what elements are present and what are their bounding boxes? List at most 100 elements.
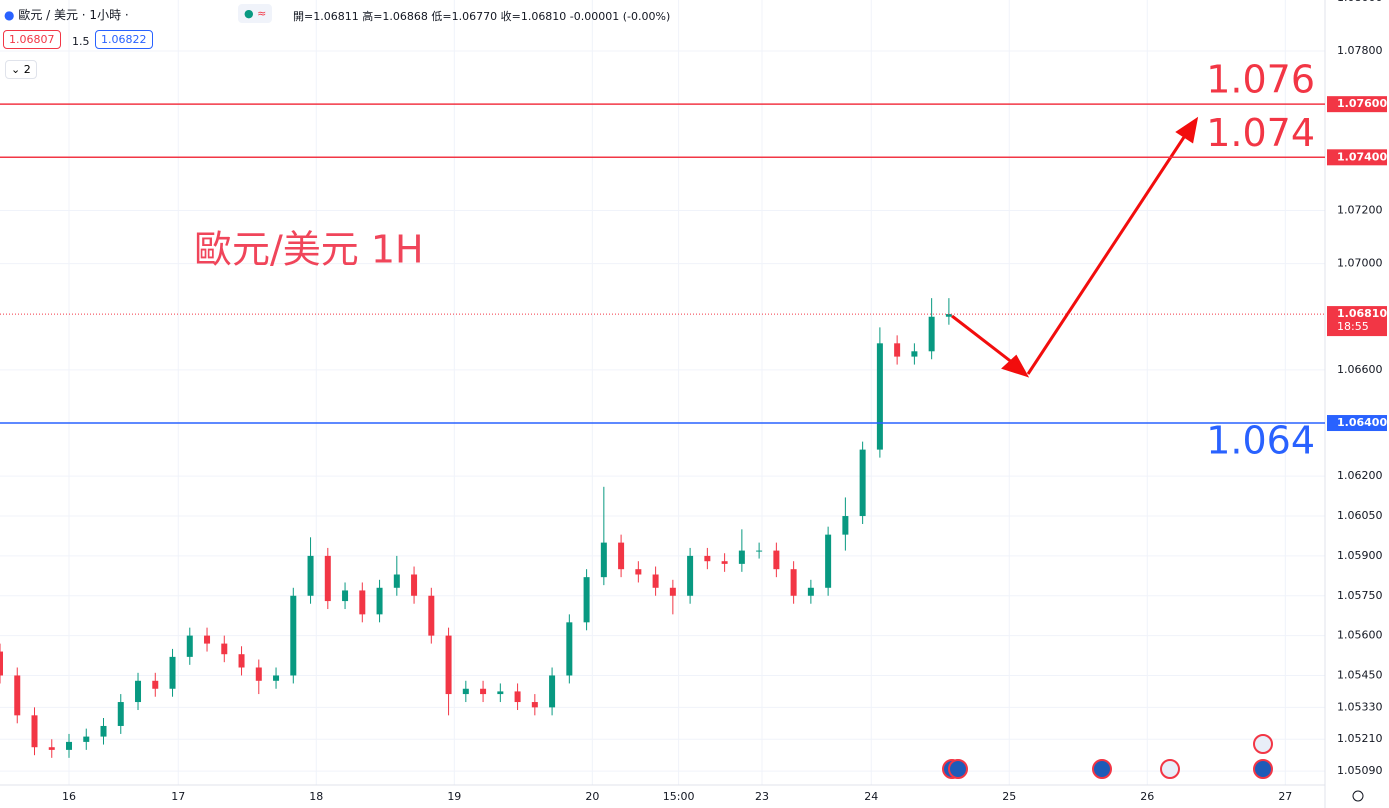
x-tick-label: 23	[755, 790, 769, 803]
x-tick-label: 19	[447, 790, 461, 803]
level-annotation: 1.074	[1206, 111, 1315, 155]
candle-body	[911, 351, 918, 357]
candle-body	[721, 561, 728, 564]
candle-body	[255, 667, 262, 681]
candle-body	[238, 654, 245, 668]
candle-body	[83, 736, 90, 742]
price-tag-label: 1.07400	[1337, 150, 1387, 163]
candle-body	[876, 343, 883, 450]
symbol: 歐元 / 美元 · 1小時 ·	[18, 8, 129, 22]
candle-body	[738, 550, 745, 564]
candle-body	[704, 555, 711, 562]
candle-body	[117, 702, 124, 726]
indicators-toggle[interactable]: ⌄ 2	[5, 60, 37, 79]
candle-body	[635, 569, 642, 575]
y-tick-label: 1.05330	[1337, 700, 1383, 713]
x-tick-label: 20	[585, 790, 599, 803]
x-tick-label: 26	[1140, 790, 1154, 803]
candle-body	[273, 675, 280, 681]
candle-body	[842, 516, 849, 535]
candle-body	[169, 656, 176, 689]
candle-body	[894, 343, 901, 357]
spread: 1.5	[72, 35, 90, 48]
candle-body	[0, 651, 3, 676]
status-badge[interactable]: ● ≈	[238, 4, 273, 23]
indicator-count: 2	[23, 63, 31, 76]
candle-body	[307, 555, 314, 596]
x-tick-label: 18	[309, 790, 323, 803]
price-tag	[1327, 96, 1387, 113]
candle-body	[186, 635, 193, 657]
candle-body	[342, 590, 349, 602]
candle-body	[669, 587, 676, 596]
ohlc: 開=1.06811 高=1.06868 低=1.06770 收=1.06810 …	[293, 10, 671, 23]
candle-body	[928, 316, 935, 352]
plot	[0, 0, 1325, 785]
y-tick-label: 1.07200	[1337, 203, 1383, 216]
price-tag	[1327, 149, 1387, 166]
sell-button[interactable]: 1.06807	[3, 30, 61, 49]
x-tick-label: 25	[1002, 790, 1016, 803]
candle-body	[652, 574, 659, 588]
x-tick-label: 24	[864, 790, 878, 803]
candle-body	[411, 574, 418, 596]
x-tick-label: 27	[1278, 790, 1292, 803]
candle-body	[756, 550, 763, 552]
candle-body	[497, 691, 504, 695]
level-annotation: 1.076	[1206, 58, 1315, 102]
candle-body	[428, 595, 435, 636]
y-tick-label: 1.06200	[1337, 469, 1383, 482]
candle-body	[514, 691, 521, 703]
price-tag	[1327, 306, 1387, 337]
candle-body	[31, 715, 38, 748]
candle-body	[48, 747, 55, 750]
settings-icon[interactable]	[1352, 790, 1364, 802]
candle-body	[531, 702, 538, 708]
candle-body	[773, 550, 780, 570]
candle-body	[100, 725, 107, 737]
candle-body	[324, 555, 331, 602]
y-tick-label: 1.07800	[1337, 44, 1383, 57]
candle-body	[135, 680, 142, 703]
candle-body	[204, 635, 211, 644]
candle-body	[480, 688, 487, 695]
buy-button[interactable]: 1.06822	[95, 30, 153, 49]
candle-body	[221, 643, 228, 655]
x-tick-label: 15:00	[663, 790, 695, 803]
candle-body	[618, 542, 625, 570]
candle-body	[359, 590, 366, 615]
candle-body	[66, 741, 73, 750]
candle-body	[549, 675, 556, 708]
level-annotation: 1.064	[1206, 419, 1315, 463]
candle-body	[807, 587, 814, 596]
candle-body	[825, 534, 832, 588]
candle-body	[376, 587, 383, 615]
y-tick-label: 1.05210	[1337, 732, 1383, 745]
candle-body	[445, 635, 452, 695]
candle-body	[462, 688, 469, 695]
x-tick-label: 17	[171, 790, 185, 803]
y-tick-label: 1.06600	[1337, 363, 1383, 376]
candle-body	[566, 622, 573, 676]
event-icons	[942, 734, 1273, 779]
symbol-title[interactable]: ● 歐元 / 美元 · 1小時 ·	[4, 8, 129, 22]
candle-body	[393, 574, 400, 588]
candle-body	[290, 595, 297, 676]
y-tick-label: 1.05090	[1337, 764, 1383, 777]
price-tag-label: 1.07600	[1337, 97, 1387, 110]
candle-body	[687, 555, 694, 596]
x-tick-label: 16	[62, 790, 76, 803]
candle-body	[14, 675, 21, 716]
y-tick-label: 1.05900	[1337, 549, 1383, 562]
y-tick-label: 1.05600	[1337, 629, 1383, 642]
price-tag	[1327, 415, 1387, 432]
candle-body	[790, 569, 797, 596]
candle-body	[583, 577, 590, 623]
y-tick-label: 1.05450	[1337, 668, 1383, 681]
candle-body	[945, 314, 952, 317]
y-tick-label: 1.05750	[1337, 589, 1383, 602]
chart-title: 歐元/美元 1H	[194, 228, 424, 272]
price-tag-label: 1.06810	[1337, 307, 1387, 320]
